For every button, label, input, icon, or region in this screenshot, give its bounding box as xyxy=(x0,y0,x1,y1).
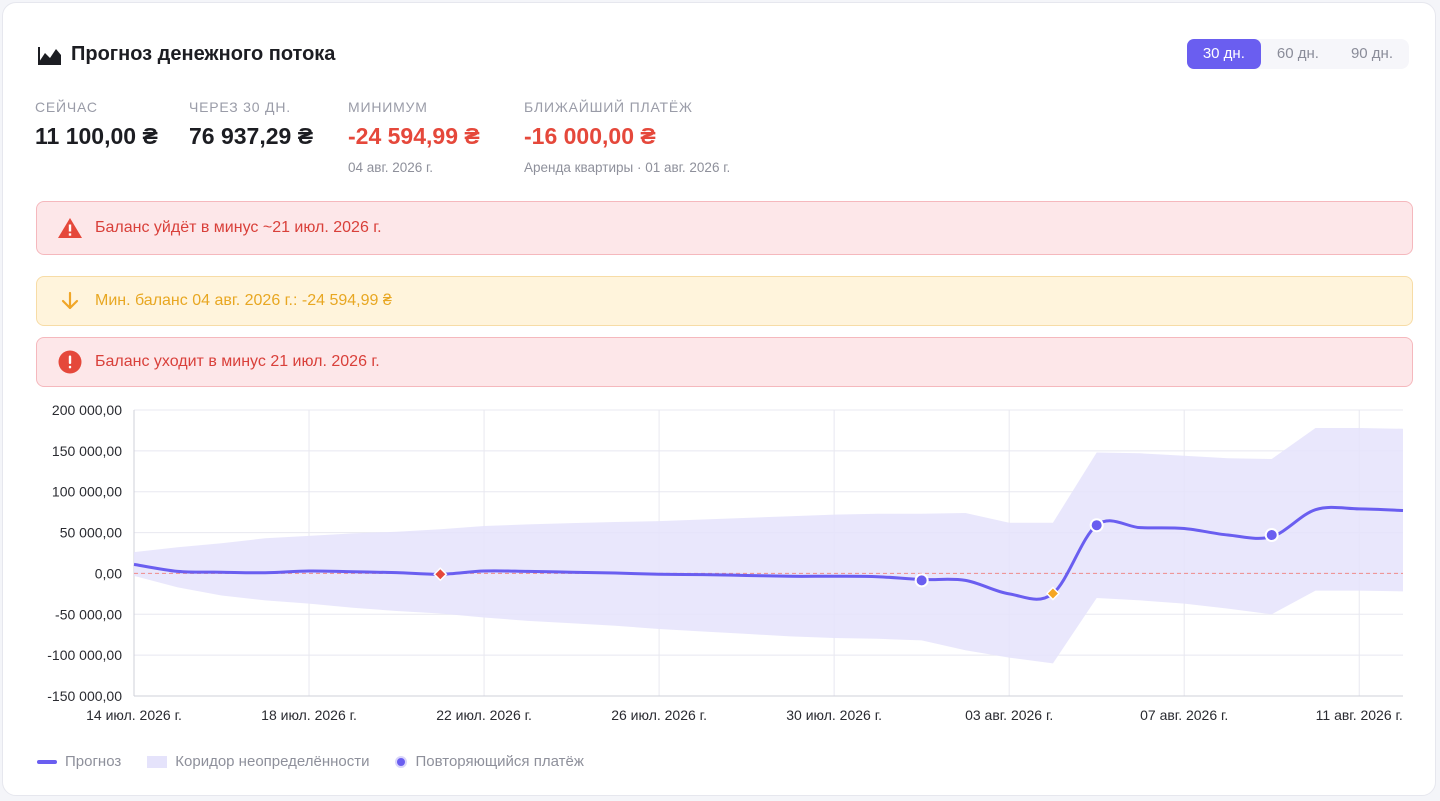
legend-line-swatch xyxy=(37,759,57,764)
minimum-marker xyxy=(1045,586,1060,601)
error-circle-icon xyxy=(57,350,83,374)
stat-value: -24 594,99 ₴ xyxy=(348,123,480,149)
alert-text: Баланс уйдёт в минус ~21 июл. 2026 г. xyxy=(95,219,382,236)
stat-label: МИНИМУМ xyxy=(348,99,428,115)
legend-label: Повторяющийся платёж xyxy=(415,753,584,770)
alert-text: Мин. баланс 04 авг. 2026 г.: -24 594,99 … xyxy=(95,292,392,309)
period-selector: 30 дн. 60 дн. 90 дн. xyxy=(1186,39,1409,69)
recurring-payment-point xyxy=(914,573,929,588)
stat-sub: 04 авг. 2026 г. xyxy=(348,160,434,175)
stat-next-payment: БЛИЖАЙШИЙ ПЛАТЁЖ -16 000,00 ₴ Аренда ква… xyxy=(524,99,730,175)
legend-band-swatch xyxy=(147,755,168,768)
stat-label: ЧЕРЕЗ 30 ДН. xyxy=(189,99,291,115)
x-tick-label: 26 июл. 2026 г. xyxy=(611,707,707,723)
legend-item-recurring-payment[interactable]: Повторяющийся платёж xyxy=(395,753,584,770)
stat-value: 11 100,00 ₴ xyxy=(35,123,158,149)
x-tick-label: 11 авг. 2026 г. xyxy=(1316,707,1403,723)
range-60-button[interactable]: 60 дн. xyxy=(1261,39,1335,69)
legend-dot-swatch xyxy=(395,755,408,768)
x-tick-label: 18 июл. 2026 г. xyxy=(261,707,357,723)
stat-label: БЛИЖАЙШИЙ ПЛАТЁЖ xyxy=(524,99,693,115)
alert-minimum-balance: Мин. баланс 04 авг. 2026 г.: -24 594,99 … xyxy=(36,276,1413,326)
warning-triangle-icon xyxy=(57,216,83,240)
legend-label: Прогноз xyxy=(65,753,122,770)
stat-value: -16 000,00 ₴ xyxy=(524,123,656,149)
stat-minimum: МИНИМУМ -24 594,99 ₴ 04 авг. 2026 г. xyxy=(348,99,480,175)
y-tick-label: 100 000,00 xyxy=(52,484,122,500)
y-tick-label: 150 000,00 xyxy=(52,443,122,459)
y-tick-label: 200 000,00 xyxy=(52,402,122,418)
legend-item-forecast[interactable]: Прогноз xyxy=(37,753,121,770)
chart-legend: Прогноз Коридор неопределённости Повторя… xyxy=(37,753,610,770)
range-90-button[interactable]: 90 дн. xyxy=(1335,39,1409,69)
y-tick-label: 50 000,00 xyxy=(60,525,122,541)
x-tick-label: 07 авг. 2026 г. xyxy=(1140,707,1228,723)
chart-area-icon xyxy=(38,46,61,65)
uncertainty-band xyxy=(134,427,1403,664)
alert-negative-balance: Баланс уйдёт в минус ~21 июл. 2026 г. xyxy=(36,201,1413,255)
alert-balance-goes-negative: Баланс уходит в минус 21 июл. 2026 г. xyxy=(36,337,1413,387)
range-30-button[interactable]: 30 дн. xyxy=(1186,39,1261,69)
zero-crossing-marker xyxy=(433,567,448,582)
y-tick-label: -100 000,00 xyxy=(47,647,122,663)
stat-value: 76 937,29 ₴ xyxy=(189,123,314,149)
card-header: Прогноз денежного потока xyxy=(37,43,335,66)
x-tick-label: 14 июл. 2026 г. xyxy=(86,707,182,723)
stat-label: СЕЙЧАС xyxy=(35,99,98,115)
arrow-down-icon xyxy=(57,289,83,313)
x-tick-label: 03 авг. 2026 г. xyxy=(965,707,1053,723)
forecast-chart: 200 000,00 150 000,00 100 000,00 50 000,00 0… xyxy=(47,402,1404,723)
y-tick-label: 0,00 xyxy=(95,565,122,581)
stat-now: СЕЙЧАС 11 100,00 ₴ xyxy=(35,99,158,150)
recurring-payment-point xyxy=(1089,518,1104,533)
stat-in-30-days: ЧЕРЕЗ 30 ДН. 76 937,29 ₴ xyxy=(189,99,313,150)
legend-item-uncertainty[interactable]: Коридор неопределённости xyxy=(147,753,369,770)
x-tick-label: 22 июл. 2026 г. xyxy=(436,707,532,723)
alert-text: Баланс уходит в минус 21 июл. 2026 г. xyxy=(95,353,380,370)
page-title: Прогноз денежного потока xyxy=(71,43,336,65)
recurring-payment-point xyxy=(1264,528,1279,543)
stat-sub: Аренда квартиры · 01 авг. 2026 г. xyxy=(524,160,731,175)
y-tick-label: -150 000,00 xyxy=(47,688,122,704)
x-tick-label: 30 июл. 2026 г. xyxy=(786,707,882,723)
legend-label: Коридор неопределённости xyxy=(175,753,370,770)
forecast-line xyxy=(133,505,1404,601)
y-tick-label: -50 000,00 xyxy=(55,606,122,622)
